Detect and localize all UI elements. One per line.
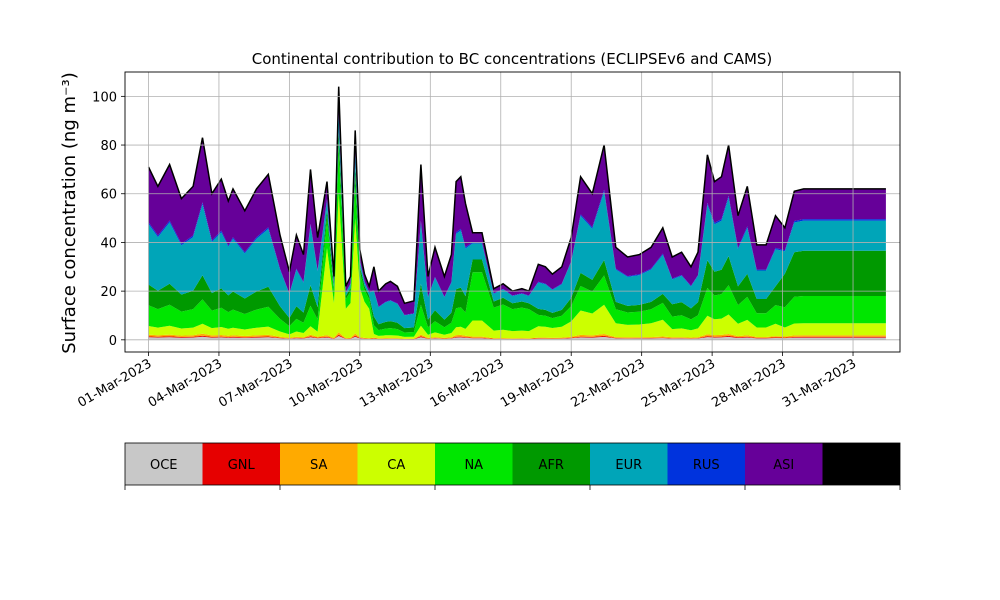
legend-swatch-oce: [125, 443, 203, 485]
legend-swatch-afr: [512, 443, 590, 485]
legend-swatch-asi: [745, 443, 823, 485]
y-tick-label: 0: [109, 334, 117, 349]
legend-label-afr: AFR: [539, 458, 564, 473]
y-axis-label: Surface concentration (ng m⁻³): [59, 72, 80, 354]
chart-title: Continental contribution to BC concentra…: [252, 50, 773, 68]
legend-swatch-ca: [357, 443, 435, 485]
legend-frame: [124, 442, 901, 486]
x-tick-label: 25-Mar-2023: [639, 356, 718, 410]
x-tick-label: 16-Mar-2023: [428, 356, 507, 410]
legend-label-asi: ASI: [773, 458, 794, 473]
legend-swatch-na: [435, 443, 513, 485]
legend-label-na: NA: [464, 458, 483, 473]
legend-label-ca: CA: [387, 458, 405, 473]
grid-lines: [125, 72, 900, 352]
x-tick-label: 07-Mar-2023: [216, 356, 295, 410]
x-tick-label: 13-Mar-2023: [357, 356, 436, 410]
y-tick-label: 40: [100, 236, 117, 251]
series-total-line: [147, 86, 886, 305]
series-area-na: [148, 147, 886, 337]
legend: OCE GNL SA CA NA AFR EUR RUS ASI AUS: [124, 442, 901, 490]
x-tick-label: 04-Mar-2023: [146, 356, 225, 410]
series-area-oce: [148, 336, 886, 340]
legend-label-gnl: GNL: [228, 458, 256, 473]
x-tick-label: 22-Mar-2023: [569, 356, 648, 410]
x-tick-label: 01-Mar-2023: [75, 356, 154, 410]
legend-label-eur: EUR: [615, 458, 642, 473]
x-tick-label: 10-Mar-2023: [287, 356, 366, 410]
legend-label-aus: AUS: [848, 458, 875, 473]
y-tick-label: 60: [100, 188, 117, 203]
y-tick-label: 20: [100, 285, 117, 300]
y-tick-label: 100: [92, 90, 117, 105]
x-tick-label: 19-Mar-2023: [498, 356, 577, 410]
legend-label-rus: RUS: [693, 458, 720, 473]
y-tick-label: 80: [100, 139, 117, 154]
x-tick-label: 31-Mar-2023: [780, 356, 859, 410]
legend-swatch-sa: [280, 443, 358, 485]
plot-frame: [124, 71, 901, 353]
legend-label-sa: SA: [310, 458, 327, 473]
legend-swatch-aus: [822, 443, 900, 485]
legend-swatch-eur: [590, 443, 668, 485]
legend-swatch-rus: [667, 443, 745, 485]
x-tick-label: 28-Mar-2023: [709, 356, 788, 410]
plot-area: [147, 86, 886, 340]
series-area-ca: [148, 193, 886, 339]
legend-label-oce: OCE: [150, 458, 178, 473]
legend-swatch-gnl: [202, 443, 280, 485]
series-area-eur: [148, 117, 886, 329]
